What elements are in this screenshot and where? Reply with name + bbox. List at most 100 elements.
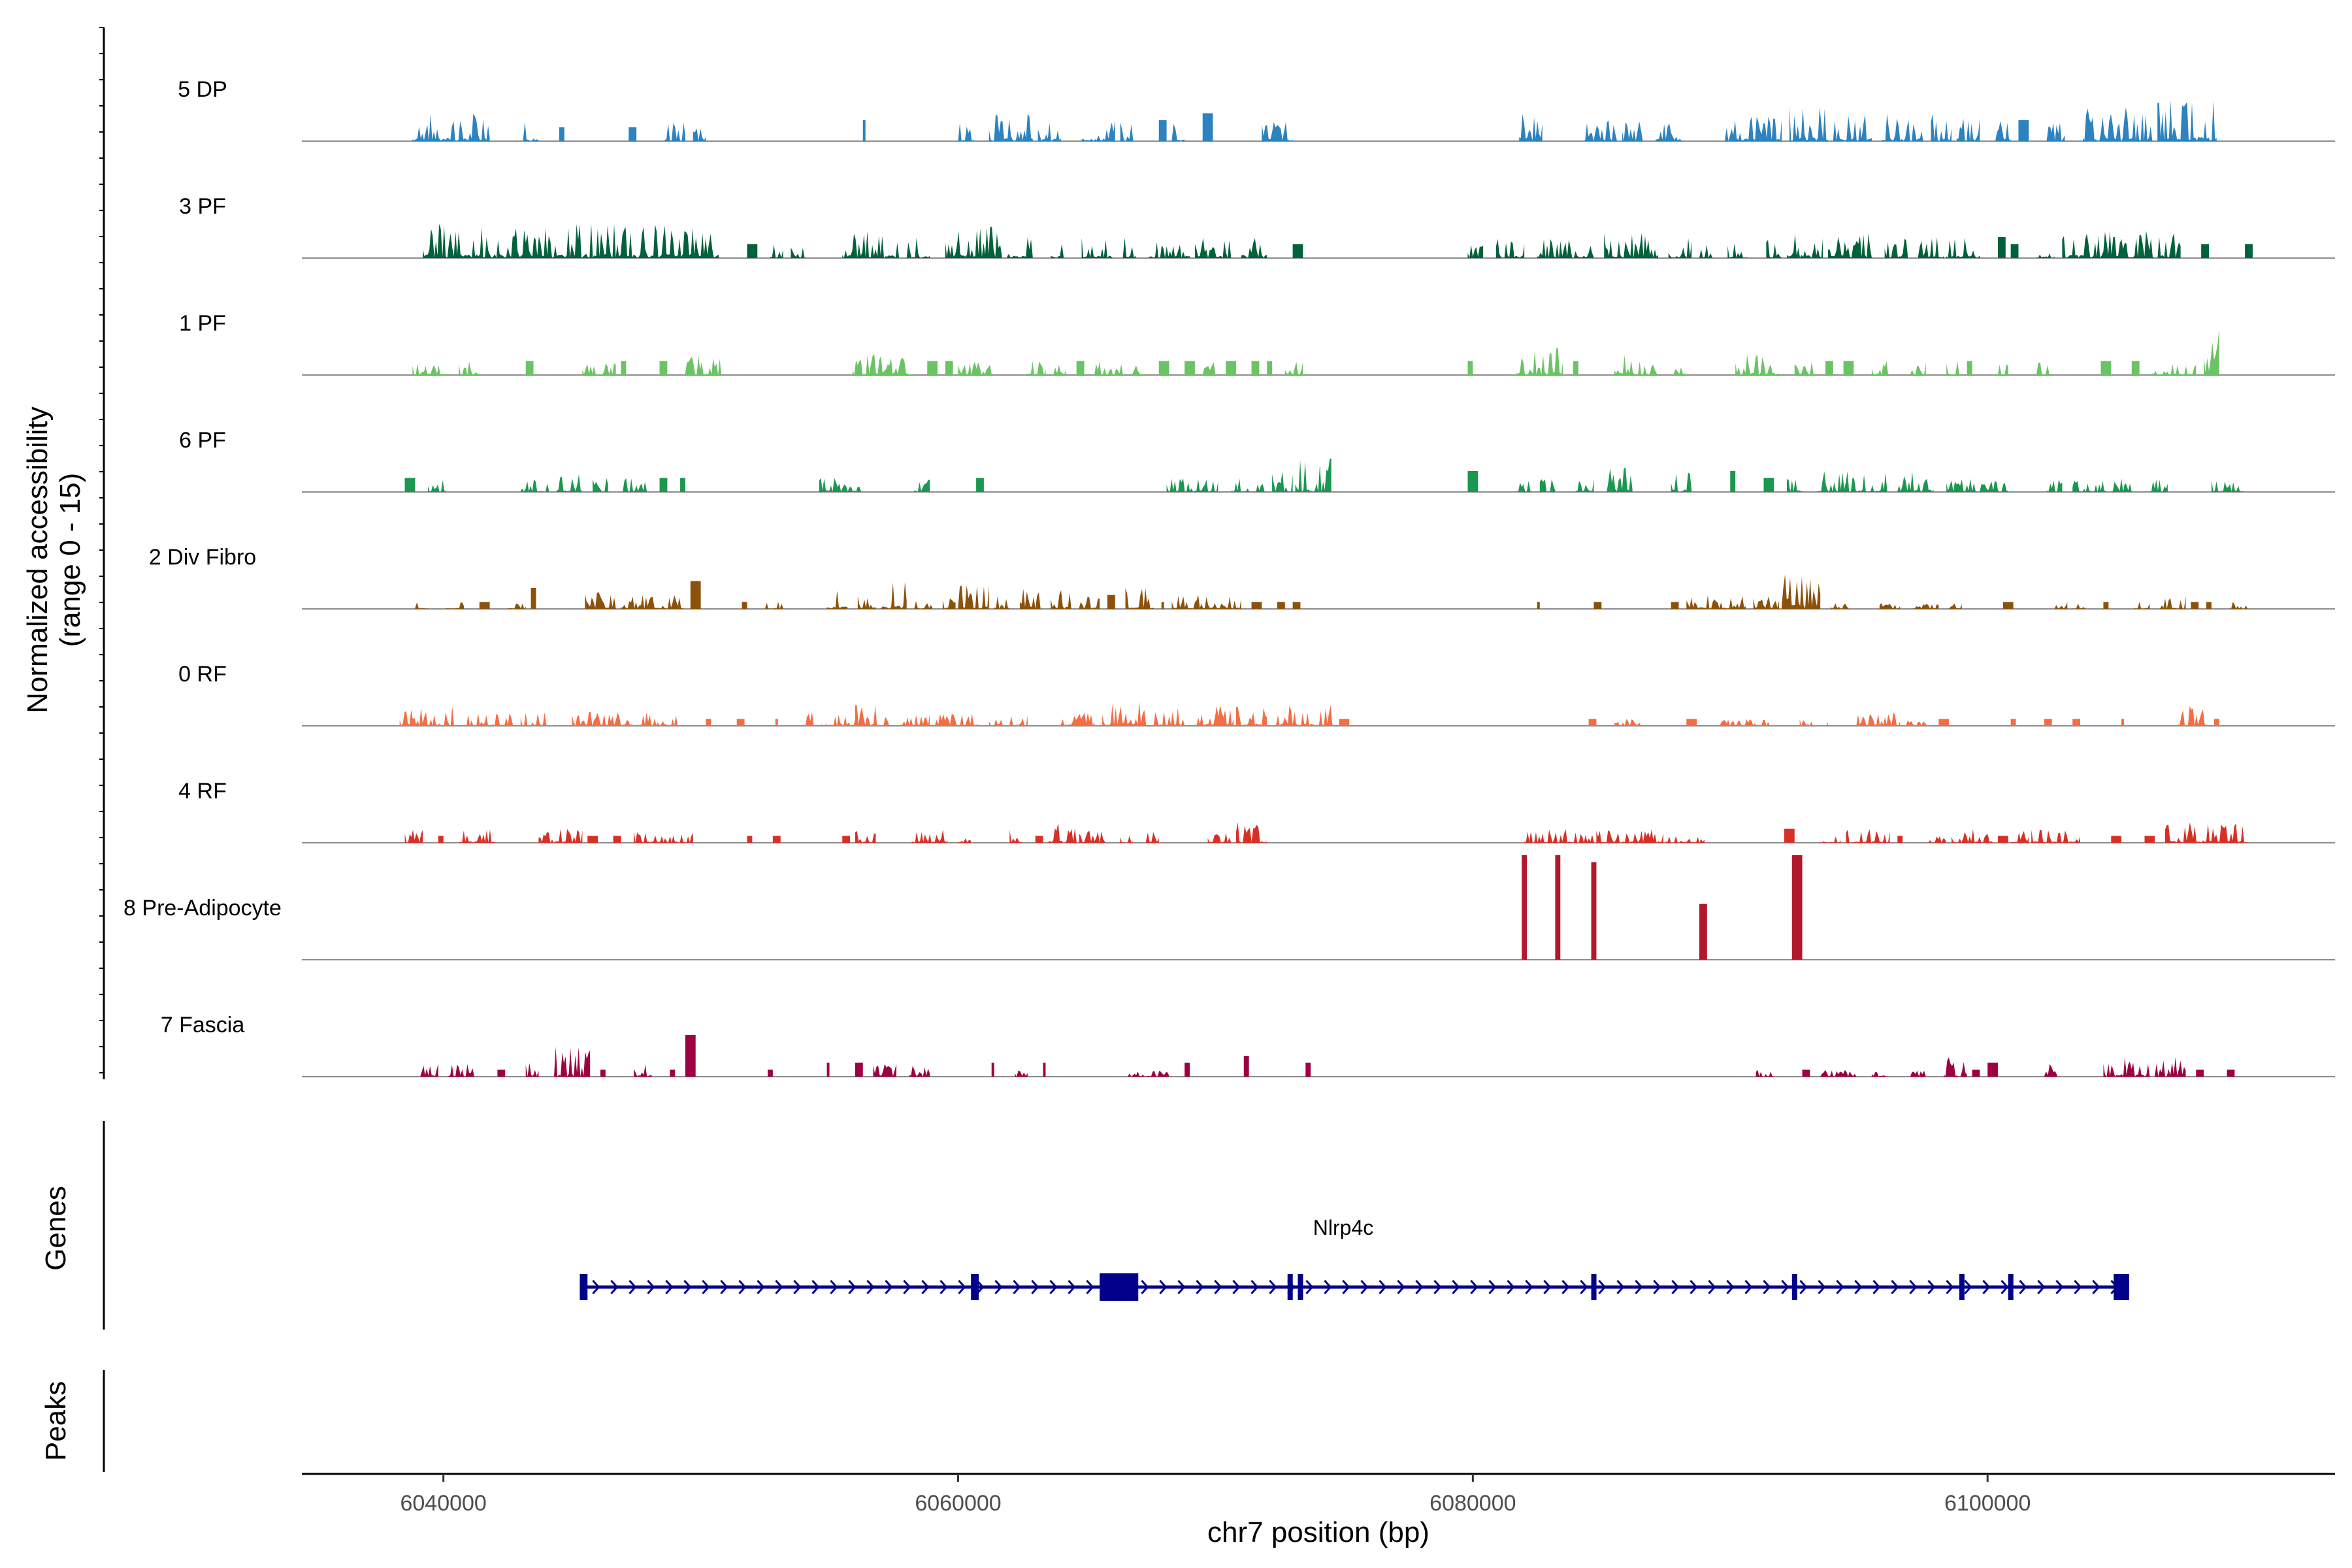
- coverage-peak: [1120, 122, 1134, 141]
- gene-exon: [971, 1274, 979, 1300]
- coverage-peak: [1995, 121, 2011, 141]
- track-0-rf: 0 RF: [178, 662, 2335, 727]
- coverage-peak: [1596, 829, 1663, 843]
- coverage-peak: [685, 1035, 696, 1077]
- strand-arrow: [1379, 1279, 1387, 1295]
- coverage-peak: [2072, 604, 2085, 609]
- strand-arrow: [1763, 1279, 1771, 1295]
- coverage-peak: [554, 1046, 591, 1077]
- coverage-peak: [1467, 471, 1478, 492]
- coverage-peak: [1120, 836, 1134, 843]
- coverage-peak: [2131, 361, 2140, 375]
- coverage-peak: [1593, 602, 1602, 609]
- coverage-peak: [1202, 113, 1213, 141]
- coverage-peak: [1614, 355, 1658, 375]
- strand-arrow: [939, 1279, 948, 1295]
- coverage-peak: [2227, 1070, 2235, 1077]
- coverage-peak: [1539, 478, 1556, 492]
- coverage-peak: [1879, 602, 1901, 609]
- coverage-peak: [1967, 361, 1972, 375]
- coverage-peak: [1588, 719, 1597, 726]
- coverage-peak: [556, 474, 583, 492]
- strand-arrow: [1927, 1279, 1936, 1295]
- coverage-peak: [2036, 362, 2050, 375]
- coverage-peak: [1928, 836, 1947, 843]
- strand-arrow: [2074, 1279, 2082, 1295]
- x-axis-title: chr7 position (bp): [1207, 1516, 1429, 1548]
- coverage-peak: [621, 595, 683, 609]
- track-label-0-rf: 0 RF: [178, 662, 227, 687]
- coverage-peak: [600, 1070, 606, 1077]
- coverage-peak: [1607, 467, 1633, 492]
- coverage-peak: [1275, 705, 1334, 726]
- coverage-peak: [1171, 595, 1241, 609]
- coverage-peak: [1495, 238, 1525, 258]
- coverage-peak: [958, 123, 974, 141]
- coverage-peak: [898, 713, 930, 726]
- coverage-peak: [1102, 701, 1147, 726]
- coverage-peak: [1079, 830, 1105, 843]
- coverage-peak: [1665, 836, 1705, 843]
- strand-arrow: [994, 1279, 1003, 1295]
- coverage-peak: [911, 829, 948, 843]
- strand-arrow: [1177, 1279, 1186, 1295]
- strand-arrow: [2037, 1279, 2046, 1295]
- coverage-peak: [2165, 822, 2248, 843]
- coverage-peak: [1146, 832, 1159, 843]
- coverage-peak: [945, 227, 1002, 258]
- strand-arrow: [757, 1279, 765, 1295]
- coverage-peak: [1791, 855, 1803, 960]
- coverage-peak: [690, 581, 701, 609]
- coverage-peak: [1202, 362, 1216, 375]
- coverage-peak: [1944, 1057, 1967, 1077]
- coverage-peak: [664, 122, 685, 141]
- coverage-peak: [1516, 481, 1532, 492]
- coverage-peak: [2002, 602, 2014, 609]
- coverage-peak: [1997, 836, 2008, 843]
- x-tick-label: 6040000: [400, 1491, 486, 1516]
- coverage-peak: [1122, 237, 1136, 258]
- coverage-peak: [1952, 829, 1993, 843]
- coverage-peak: [1956, 118, 1980, 141]
- coverage-peak: [2229, 602, 2248, 609]
- coverage-peak: [1938, 719, 1950, 726]
- strand-arrow: [1360, 1279, 1369, 1295]
- coverage-peak: [1037, 123, 1062, 141]
- track-label-6-pf: 6 PF: [179, 428, 226, 453]
- coverage-peak: [1725, 116, 1782, 141]
- strand-arrow: [1342, 1279, 1350, 1295]
- coverage-peak: [1789, 106, 1828, 141]
- coverage-peak: [523, 122, 539, 141]
- coverage-peak: [1897, 471, 1934, 492]
- coverage-peak: [621, 478, 647, 492]
- strand-arrow: [1086, 1279, 1094, 1295]
- coverage-peak: [1993, 364, 2008, 375]
- track-label-4-rf: 4 RF: [178, 779, 227, 804]
- coverage-peak: [1830, 603, 1849, 609]
- coverage-peak: [1241, 238, 1267, 258]
- coverage-peak: [1699, 904, 1707, 960]
- strand-arrow: [885, 1279, 893, 1295]
- coverage-peak: [2010, 831, 2029, 843]
- coverage-peak: [1235, 822, 1267, 843]
- coverage-peak: [1799, 719, 1828, 726]
- coverage-peak: [2046, 479, 2063, 492]
- coverage-peak: [855, 1062, 863, 1077]
- coverage-peak: [1784, 828, 1795, 843]
- coverage-peak: [1756, 1070, 1774, 1077]
- strand-arrow: [1891, 1279, 1899, 1295]
- coverage-peak: [1056, 713, 1095, 726]
- strand-arrow: [811, 1279, 820, 1295]
- strand-arrow: [738, 1279, 747, 1295]
- coverage-peak: [587, 836, 598, 843]
- strand-arrow: [1836, 1279, 1844, 1295]
- coverage-peak: [1871, 361, 1890, 375]
- coverage-peak: [1753, 596, 1780, 609]
- coverage-peak: [685, 355, 722, 375]
- strand-arrow: [1781, 1279, 1789, 1295]
- coverage-peak: [1802, 1070, 1810, 1077]
- coverage-peak: [1524, 828, 1594, 843]
- coverage-peak: [1820, 836, 1841, 843]
- y-axis-title-line2: (range 0 - 15): [54, 473, 86, 647]
- coverage-peak: [1519, 114, 1543, 141]
